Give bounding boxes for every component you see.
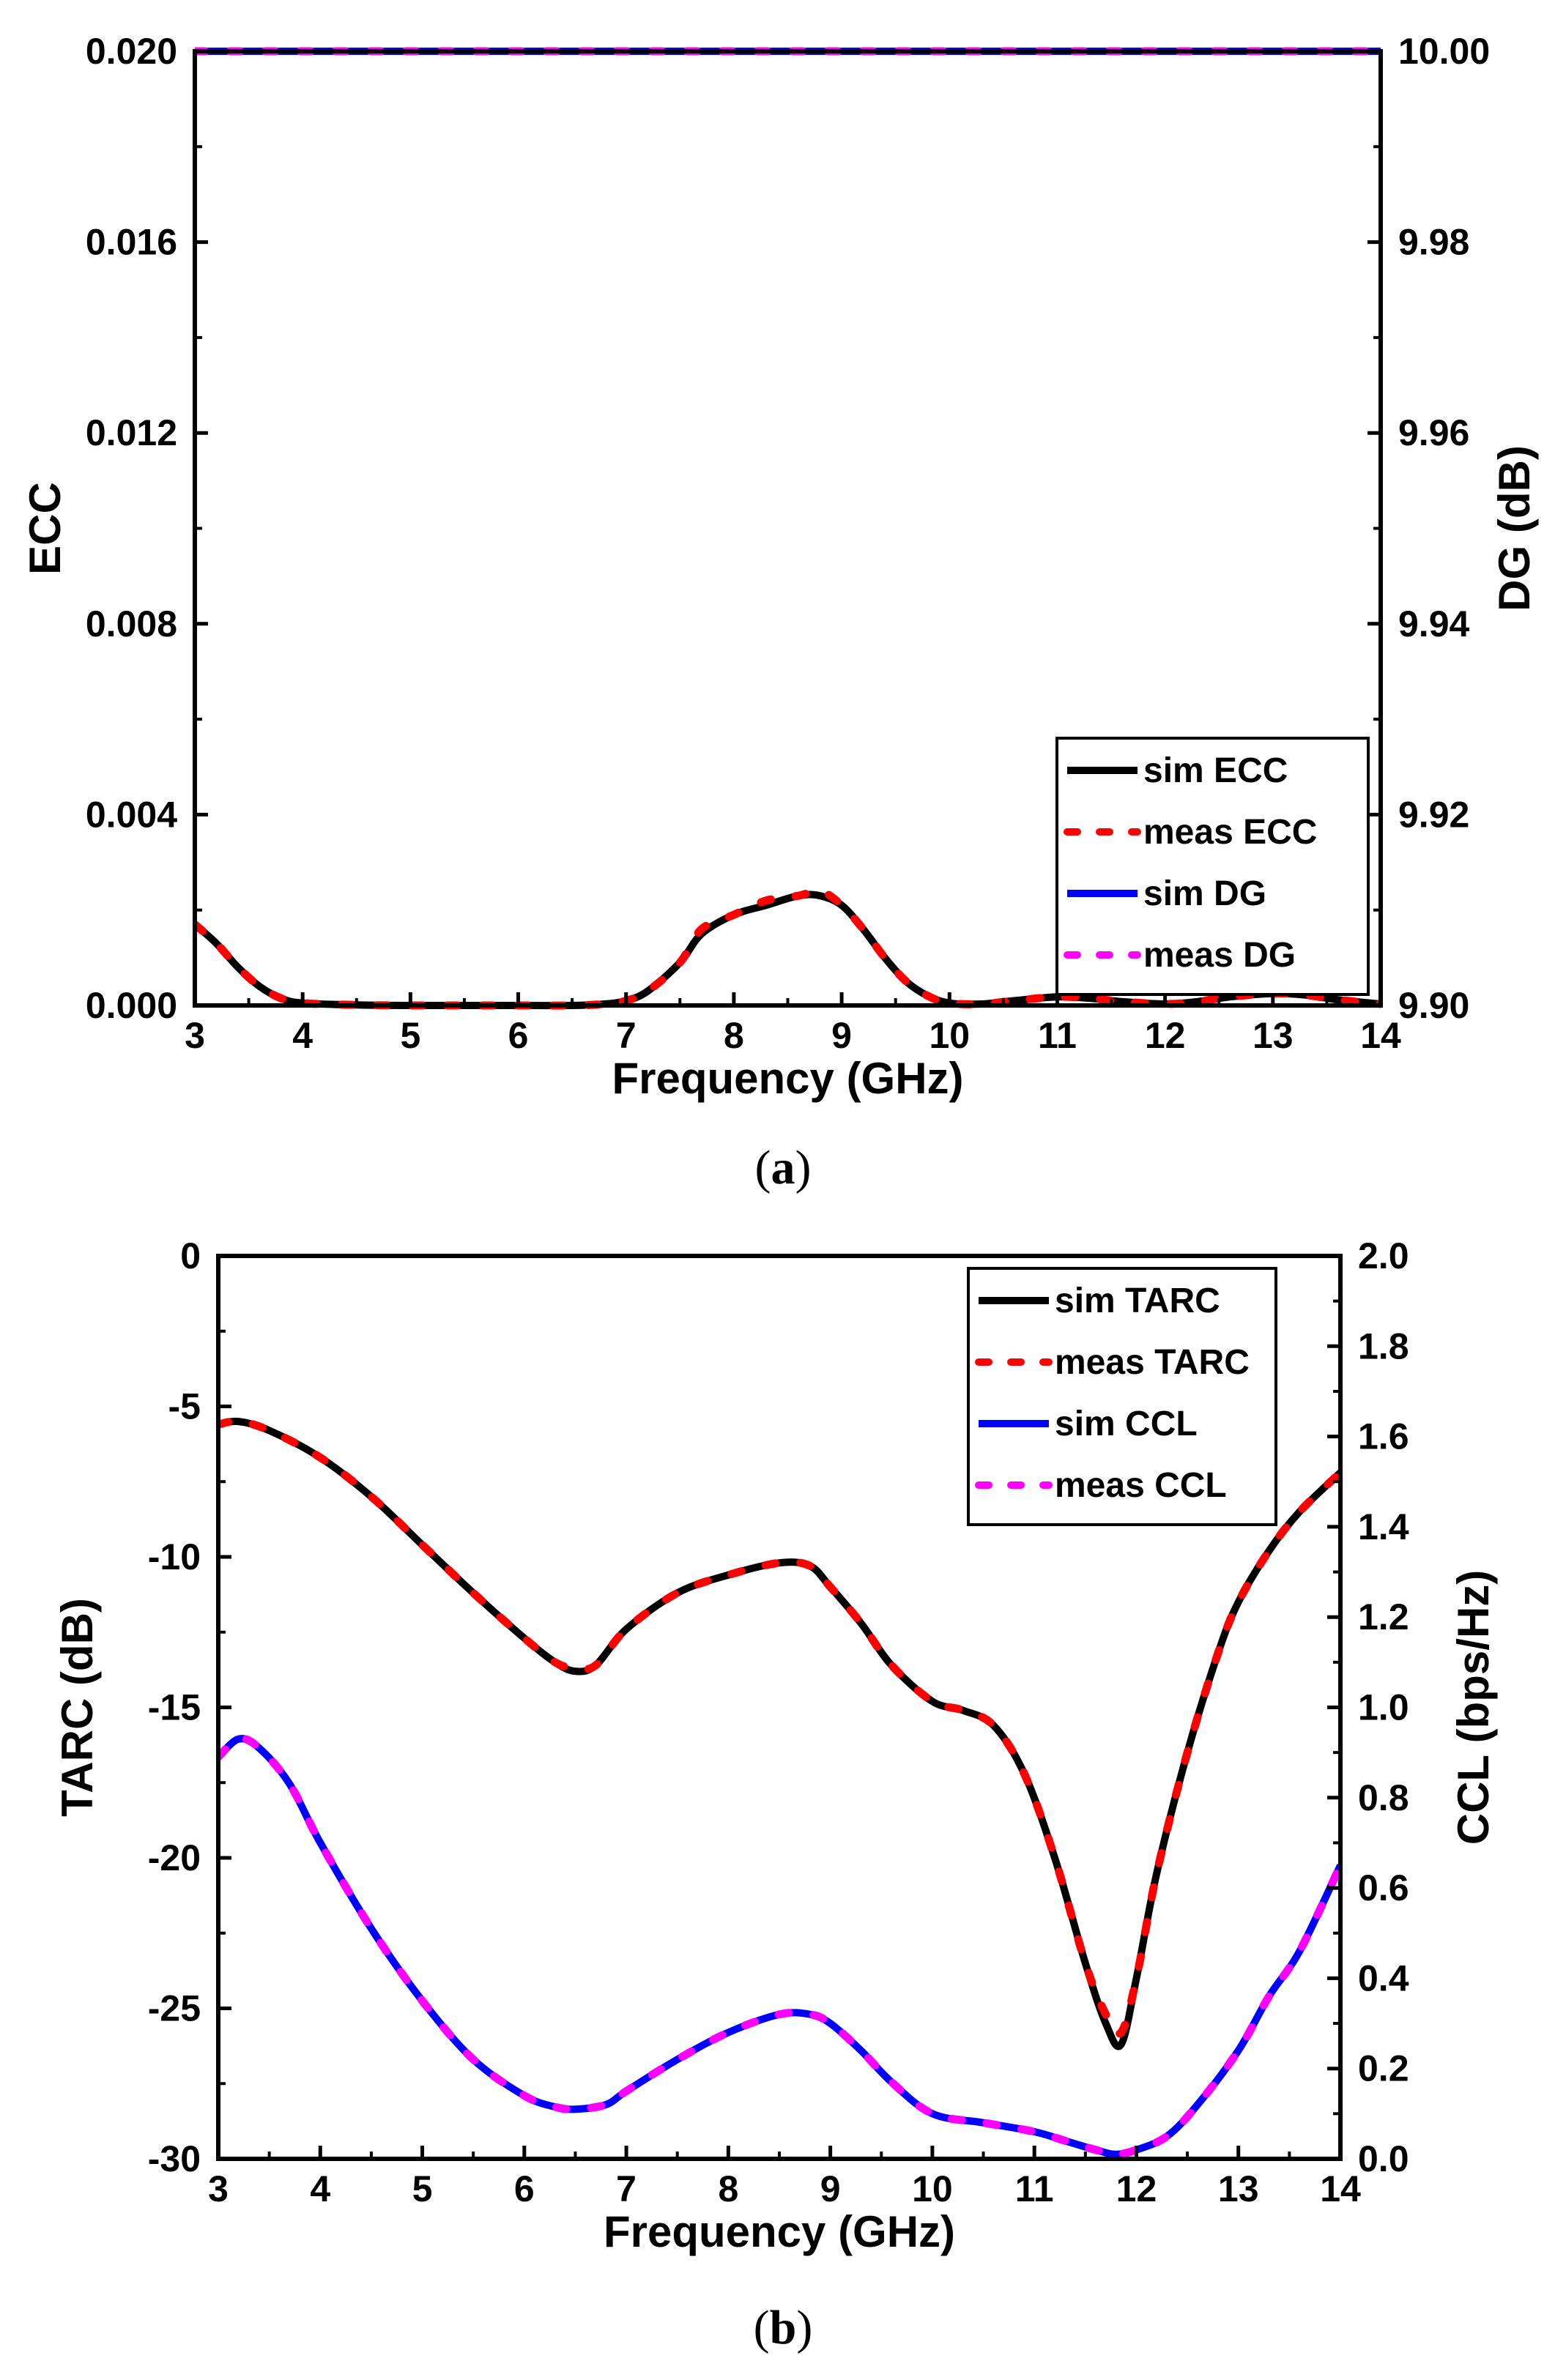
chart-panel-b: 3 4 5 6 7 8 9 10 11 12 13 14 0 -5 -10 -15 -20 -25 -30 0.0 0.… bbox=[53, 1235, 1498, 2256]
y-tick-label: 0.000 bbox=[86, 985, 177, 1026]
legend-label: sim TARC bbox=[1055, 1282, 1220, 1320]
y-tick-label: 0 bbox=[180, 1235, 201, 1276]
legend-label: meas TARC bbox=[1055, 1343, 1250, 1382]
y2-tick-label: 9.90 bbox=[1398, 985, 1469, 1026]
y-tick-label: 0.004 bbox=[86, 794, 177, 835]
y2-tick-label: 0.8 bbox=[1358, 1777, 1409, 1818]
x-tick-label: 3 bbox=[208, 2168, 229, 2209]
y2-axis-title: DG (dB) bbox=[1490, 445, 1539, 611]
series-line-b-3 bbox=[218, 1734, 1340, 2159]
y2-tick-label: 9.98 bbox=[1398, 222, 1469, 263]
chart-panel-a: 3 4 5 6 7 8 9 10 11 12 13 14 0.000 0.004 0.008 0.012 0.0… bbox=[21, 31, 1539, 1103]
legend-label: meas CCL bbox=[1055, 1466, 1227, 1505]
legend-label: sim CCL bbox=[1055, 1405, 1198, 1443]
y-tick-label: 0.008 bbox=[86, 603, 177, 644]
x-tick-label: 14 bbox=[1360, 1015, 1401, 1056]
x-tick-label: 5 bbox=[400, 1015, 420, 1056]
x-tick-label: 12 bbox=[1116, 2168, 1157, 2209]
y2-tick-label: 2.0 bbox=[1358, 1235, 1409, 1276]
x-tick-label: 8 bbox=[724, 1015, 744, 1056]
x-tick-label: 7 bbox=[616, 1015, 637, 1056]
y2-tick-label: 0.2 bbox=[1358, 2048, 1409, 2089]
x-tick-label: 9 bbox=[820, 2168, 841, 2209]
x-tick-label: 12 bbox=[1145, 1015, 1186, 1056]
legend-label: sim ECC bbox=[1143, 751, 1288, 790]
series-line-b-1 bbox=[218, 1417, 1340, 2038]
x-tick-label: 14 bbox=[1320, 2168, 1361, 2209]
y2-axis-title: CCL (bps/Hz) bbox=[1449, 1570, 1498, 1845]
x-tick-label: 13 bbox=[1218, 2168, 1259, 2209]
x-tick-label: 11 bbox=[1015, 2168, 1054, 2209]
x-tick-label: 13 bbox=[1253, 1015, 1294, 1056]
x-tick-label: 9 bbox=[831, 1015, 852, 1056]
y2-tick-label: 0.4 bbox=[1358, 1957, 1409, 1998]
y2-tick-label: 0.6 bbox=[1358, 1867, 1409, 1908]
x-tick-label: 3 bbox=[185, 1015, 205, 1056]
plot-area bbox=[218, 1417, 1340, 2159]
x-tick-label: 7 bbox=[616, 2168, 637, 2209]
y2-tick-label: 1.8 bbox=[1358, 1325, 1409, 1366]
y2-tick-label: 1.2 bbox=[1358, 1596, 1409, 1637]
y-tick-label: -10 bbox=[148, 1536, 201, 1577]
y-tick-label: 0.020 bbox=[86, 31, 177, 72]
caption-b: (b) bbox=[754, 2301, 813, 2354]
y2-tick-label: 1.6 bbox=[1358, 1416, 1409, 1457]
y-tick-label: -5 bbox=[168, 1386, 201, 1427]
legend: sim TARC meas TARC sim CCL meas CCL bbox=[967, 1267, 1277, 1526]
y-tick-label: 0.012 bbox=[86, 412, 177, 453]
x-tick-label: 8 bbox=[718, 2168, 738, 2209]
y2-tick-label: 1.4 bbox=[1358, 1506, 1409, 1547]
y-tick-label: -25 bbox=[148, 1988, 201, 2029]
y2-tick-label: 10.00 bbox=[1398, 31, 1490, 72]
y2-tick-label: 9.94 bbox=[1398, 603, 1470, 644]
y2-tick-label: 0.0 bbox=[1358, 2138, 1409, 2179]
x-tick-label: 10 bbox=[912, 2168, 953, 2209]
legend: sim ECC meas ECC sim DG meas DG bbox=[1055, 737, 1370, 996]
legend-label: meas ECC bbox=[1143, 813, 1317, 852]
y2-tick-label: 9.92 bbox=[1398, 794, 1469, 835]
x-tick-label: 6 bbox=[514, 2168, 535, 2209]
y2-tick-label: 9.96 bbox=[1398, 412, 1469, 453]
x-tick-label: 6 bbox=[508, 1015, 529, 1056]
x-tick-label: 4 bbox=[292, 1015, 313, 1056]
x-tick-label: 10 bbox=[929, 1015, 970, 1056]
y-tick-label: -30 bbox=[148, 2138, 201, 2179]
y-tick-label: -20 bbox=[148, 1837, 201, 1878]
y-tick-label: 0.016 bbox=[86, 222, 177, 263]
x-tick-label: 11 bbox=[1038, 1015, 1077, 1056]
x-axis-title: Frequency (GHz) bbox=[604, 2207, 955, 2256]
y-tick-label: -15 bbox=[148, 1687, 201, 1728]
y-axis-title: ECC bbox=[21, 482, 70, 575]
x-tick-label: 4 bbox=[310, 2168, 330, 2209]
legend-label: sim DG bbox=[1143, 874, 1266, 913]
y-axis-title: TARC (dB) bbox=[53, 1598, 102, 1817]
x-tick-label: 5 bbox=[412, 2168, 433, 2209]
caption-a: (a) bbox=[755, 1141, 812, 1194]
legend-label: meas DG bbox=[1143, 936, 1296, 975]
x-axis-title: Frequency (GHz) bbox=[612, 1054, 963, 1103]
y2-tick-label: 1.0 bbox=[1358, 1687, 1409, 1728]
